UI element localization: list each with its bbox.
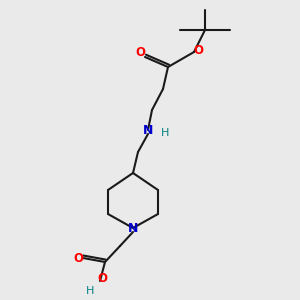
Text: O: O bbox=[193, 44, 203, 56]
Text: H: H bbox=[161, 128, 169, 138]
Text: H: H bbox=[86, 286, 94, 296]
Text: N: N bbox=[143, 124, 153, 136]
Text: O: O bbox=[97, 272, 107, 284]
Text: O: O bbox=[73, 251, 83, 265]
Text: O: O bbox=[135, 46, 145, 59]
Text: N: N bbox=[128, 221, 138, 235]
